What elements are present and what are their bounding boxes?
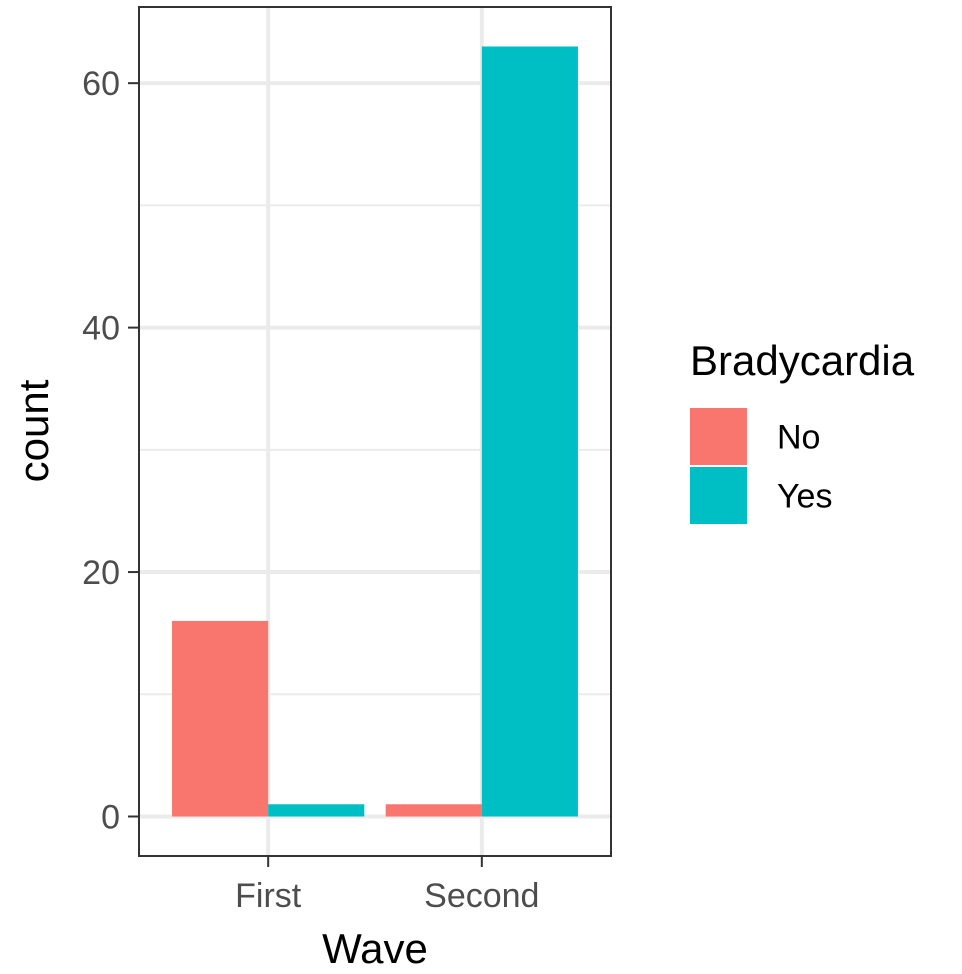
legend-key-yes xyxy=(690,467,747,524)
x-axis: First Second xyxy=(235,856,539,915)
bar-second-yes xyxy=(481,46,578,817)
y-tick-label: 20 xyxy=(82,554,120,592)
x-axis-title: Wave xyxy=(322,925,428,972)
legend-title: Bradycardia xyxy=(690,337,915,384)
legend-label-yes: Yes xyxy=(777,478,832,516)
y-axis: 0 20 40 60 xyxy=(82,65,139,837)
x-tick-label: Second xyxy=(424,877,539,915)
bars xyxy=(172,46,578,817)
y-tick-label: 40 xyxy=(82,310,120,348)
legend-key-no xyxy=(690,408,747,465)
plot-panel-border xyxy=(138,6,612,857)
legend-items: No Yes xyxy=(690,408,832,524)
y-tick-label: 0 xyxy=(101,799,120,837)
legend: Bradycardia No Yes xyxy=(690,337,915,524)
y-tick-label: 60 xyxy=(82,65,120,103)
bar-second-no xyxy=(385,804,482,817)
bar-first-yes xyxy=(268,804,365,817)
legend-label-no: No xyxy=(777,419,820,457)
bar-first-no xyxy=(172,620,269,817)
y-axis-title: count xyxy=(10,379,57,482)
x-tick-label: First xyxy=(235,877,302,915)
